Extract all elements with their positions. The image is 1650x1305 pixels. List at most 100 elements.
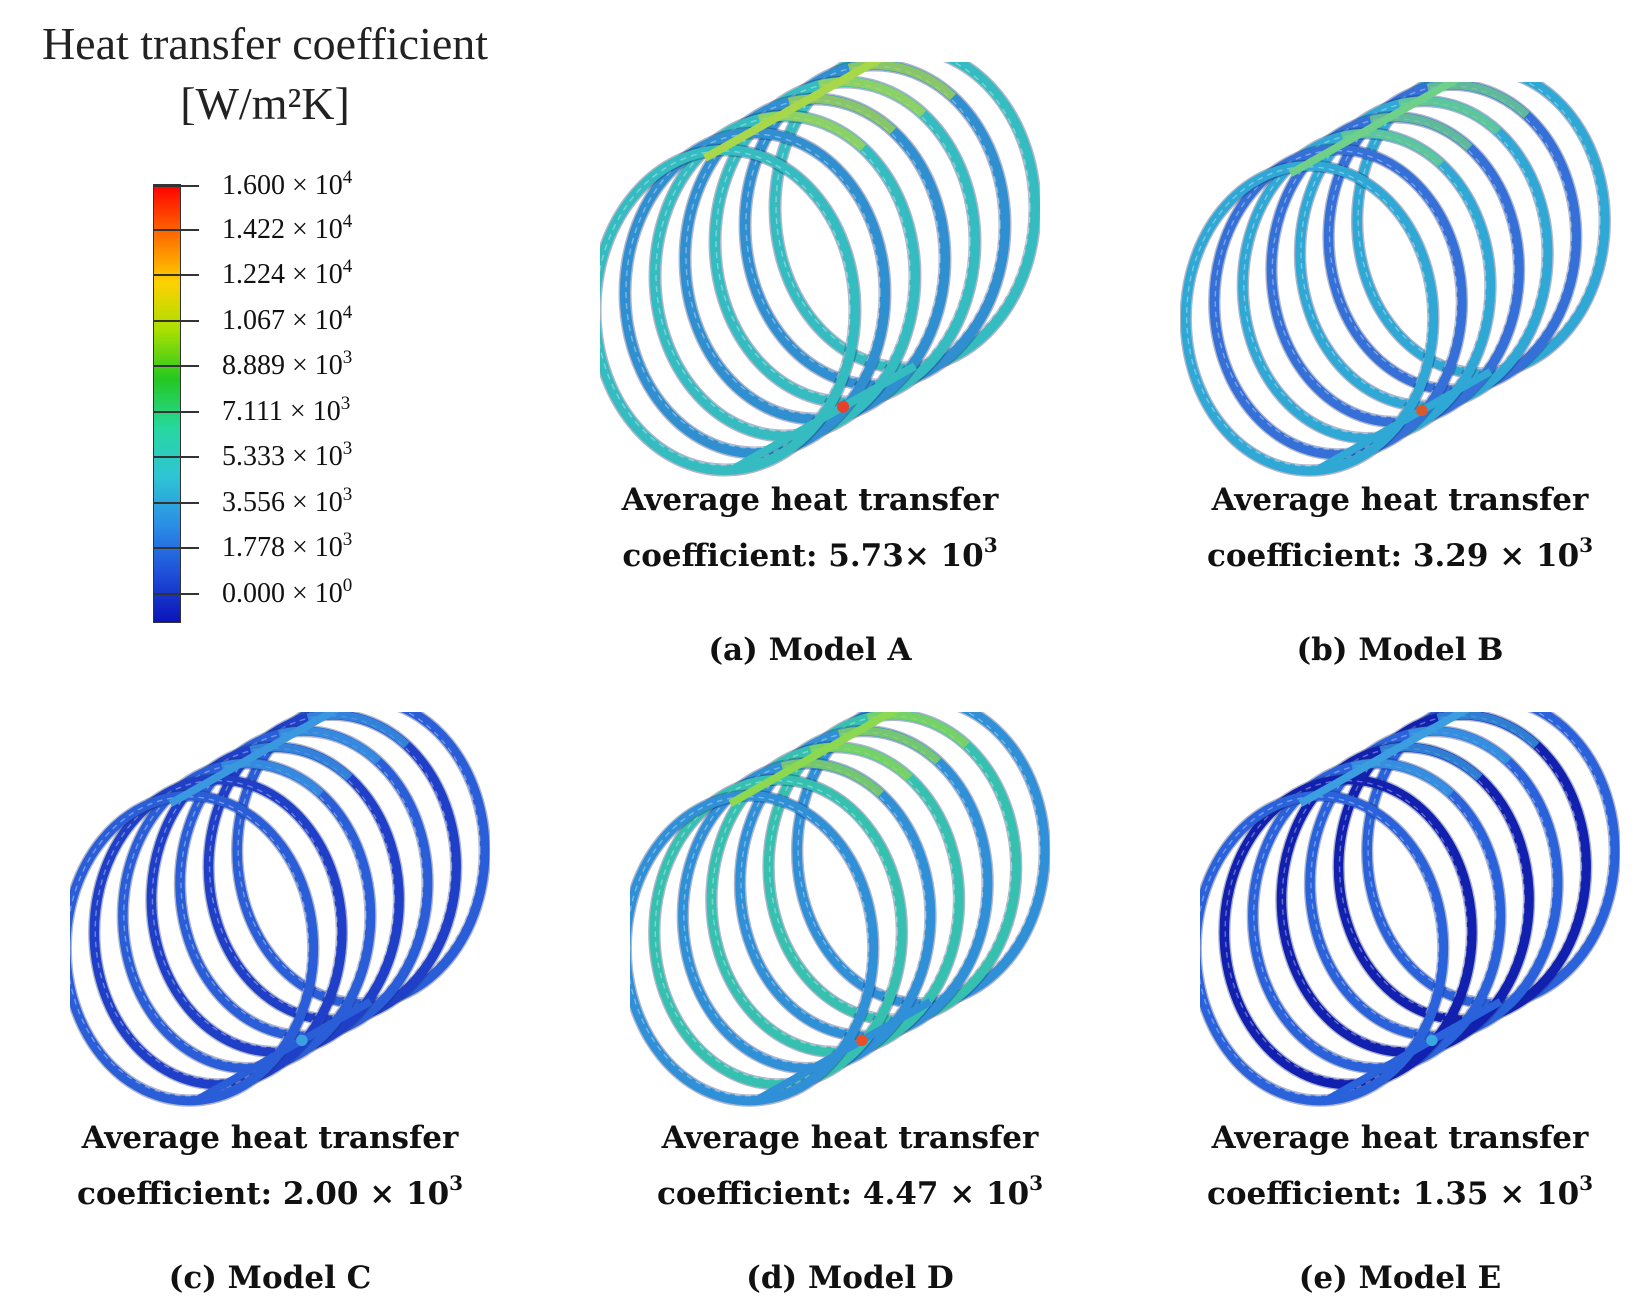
coil-ring-highlight <box>625 133 881 449</box>
legend-title-units: [W/m²K] <box>180 78 350 129</box>
legend-title: Heat transfer coefficient [W/m²K] <box>0 14 530 134</box>
coil-connector-bottom <box>757 998 933 1102</box>
colorbar-tick <box>153 320 199 322</box>
caption-model-e-line1: Average heat transfer <box>1211 1120 1589 1156</box>
coil-ring-highlight <box>711 747 955 1048</box>
coil-ring-highlight <box>600 150 851 466</box>
colorbar-tick-label: 8.889 × 103 <box>222 347 353 381</box>
coil-ring-highlight <box>654 779 898 1081</box>
label-model-b: (b) Model B <box>1296 632 1504 668</box>
caption-model-c-value: 2.00 <box>282 1176 359 1212</box>
caption-model-e: Average heat transfer coefficient: 1.35 … <box>1150 1110 1650 1222</box>
colorbar-tick <box>153 456 199 458</box>
caption-model-c: Average heat transfer coefficient: 2.00 … <box>10 1110 530 1222</box>
coil-ring-highlight <box>1224 779 1468 1081</box>
coil-ring-highlight <box>123 763 367 1065</box>
caption-model-d-line2: coefficient: 4.47 × 103 <box>656 1171 1044 1212</box>
coil-ring-highlight <box>1200 796 1440 1097</box>
colorbar-tick-label: 0.000 × 100 <box>222 575 353 609</box>
coil-ring-highlight <box>180 731 424 1032</box>
coil-connector-top <box>728 712 900 807</box>
caption-model-c-line1: Average heat transfer <box>81 1120 459 1156</box>
coil-ring-highlight <box>1367 712 1611 1000</box>
caption-model-b-value: 3.29 <box>1412 538 1489 574</box>
coil-ring-highlight <box>151 747 395 1048</box>
colorbar-tick-label: 1.778 × 103 <box>222 529 353 563</box>
coil-ring-highlight <box>775 62 1031 364</box>
coil-connector-top <box>168 712 340 807</box>
colorbar-tick <box>153 365 199 367</box>
panel-model-c <box>70 712 490 1112</box>
caption-model-a: Average heat transfer coefficient: 5.73×… <box>560 472 1060 584</box>
legend-title-quantity: Heat transfer coefficient <box>41 18 489 69</box>
coil-connector-top <box>703 62 883 162</box>
colorbar-tick <box>153 593 199 595</box>
caption-model-b-line2: coefficient: 3.29 × 103 <box>1206 533 1594 574</box>
panel-model-a <box>600 62 1040 482</box>
coil-ring-highlight <box>1338 715 1583 1016</box>
label-model-e: (e) Model E <box>1298 1260 1502 1296</box>
colorbar-tick-label: 1.067 × 104 <box>222 302 353 336</box>
coil-ring-highlight <box>70 796 310 1097</box>
label-model-c: (c) Model C <box>168 1260 372 1296</box>
coil-hotspot <box>1426 1034 1438 1047</box>
caption-model-b: Average heat transfer coefficient: 3.29 … <box>1150 472 1650 584</box>
coil-model-a <box>600 62 1040 477</box>
coil-ring-highlight <box>94 779 338 1081</box>
coil-ring-highlight <box>740 731 984 1032</box>
caption-model-a-value: 5.73 <box>828 538 904 574</box>
coil-hotspot <box>856 1034 868 1047</box>
colorbar-tick-label: 5.333 × 103 <box>222 438 353 472</box>
coil-connector-bottom <box>733 362 917 472</box>
coil-ring-highlight <box>715 82 971 398</box>
coil-ring-highlight <box>745 65 1001 381</box>
coil-ring-highlight <box>1253 763 1497 1065</box>
coil-connector-bottom <box>1327 998 1503 1102</box>
colorbar-tick <box>153 502 199 504</box>
coil-ring-highlight <box>683 763 927 1065</box>
coil-model-d <box>630 712 1050 1107</box>
coil-ring-highlight <box>1310 731 1554 1032</box>
coil-ring-highlight <box>1281 747 1525 1048</box>
caption-model-d-line1: Average heat transfer <box>661 1120 1039 1156</box>
caption-model-a-line2: coefficient: 5.73× 103 <box>622 533 998 574</box>
colorbar-tick <box>153 185 199 187</box>
coil-ring-highlight <box>237 712 481 1000</box>
coil-hotspot <box>1416 404 1428 417</box>
colorbar-tick <box>153 411 199 413</box>
panel-model-e <box>1200 712 1620 1112</box>
caption-model-c-line2: coefficient: 2.00 × 103 <box>76 1171 464 1212</box>
coil-ring-highlight <box>630 796 870 1097</box>
coil-ring-highlight <box>1357 82 1601 370</box>
panel-model-b <box>1180 82 1620 482</box>
coil-ring-highlight <box>655 116 911 432</box>
coil-connector-top <box>1298 712 1470 807</box>
coil-ring-highlight <box>1328 85 1573 386</box>
coil-ring-highlight <box>1271 117 1515 418</box>
caption-model-d: Average heat transfer coefficient: 4.47 … <box>590 1110 1110 1222</box>
colorbar-tick <box>153 274 199 276</box>
label-model-d: (d) Model D <box>746 1260 954 1296</box>
caption-model-a-line1: Average heat transfer <box>621 482 999 518</box>
coil-model-b <box>1180 82 1611 477</box>
coil-connector-top <box>1288 82 1460 177</box>
coil-connector-bottom <box>1317 368 1493 472</box>
coil-model-c <box>70 712 490 1107</box>
coil-ring-highlight <box>1300 101 1544 402</box>
colorbar-tick-label: 1.422 × 104 <box>222 211 353 245</box>
colorbar-tick-label: 1.600 × 104 <box>222 167 353 201</box>
caption-model-d-value: 4.47 <box>862 1176 939 1212</box>
colorbar-tick-label: 3.556 × 103 <box>222 484 353 518</box>
coil-ring-highlight <box>1243 133 1487 435</box>
colorbar-tick-label: 1.224 × 104 <box>222 256 353 290</box>
colorbar-tick <box>153 229 199 231</box>
coil-ring-highlight <box>1185 166 1430 467</box>
panel-model-d <box>630 712 1050 1112</box>
colorbar <box>153 184 181 623</box>
coil-ring-highlight <box>685 99 941 415</box>
caption-model-e-line2: coefficient: 1.35 × 103 <box>1206 1171 1594 1212</box>
coil-hotspot <box>296 1034 308 1047</box>
coil-connector-bottom <box>197 998 373 1102</box>
coil-ring-highlight <box>768 715 1013 1016</box>
coil-ring-highlight <box>1214 149 1458 451</box>
